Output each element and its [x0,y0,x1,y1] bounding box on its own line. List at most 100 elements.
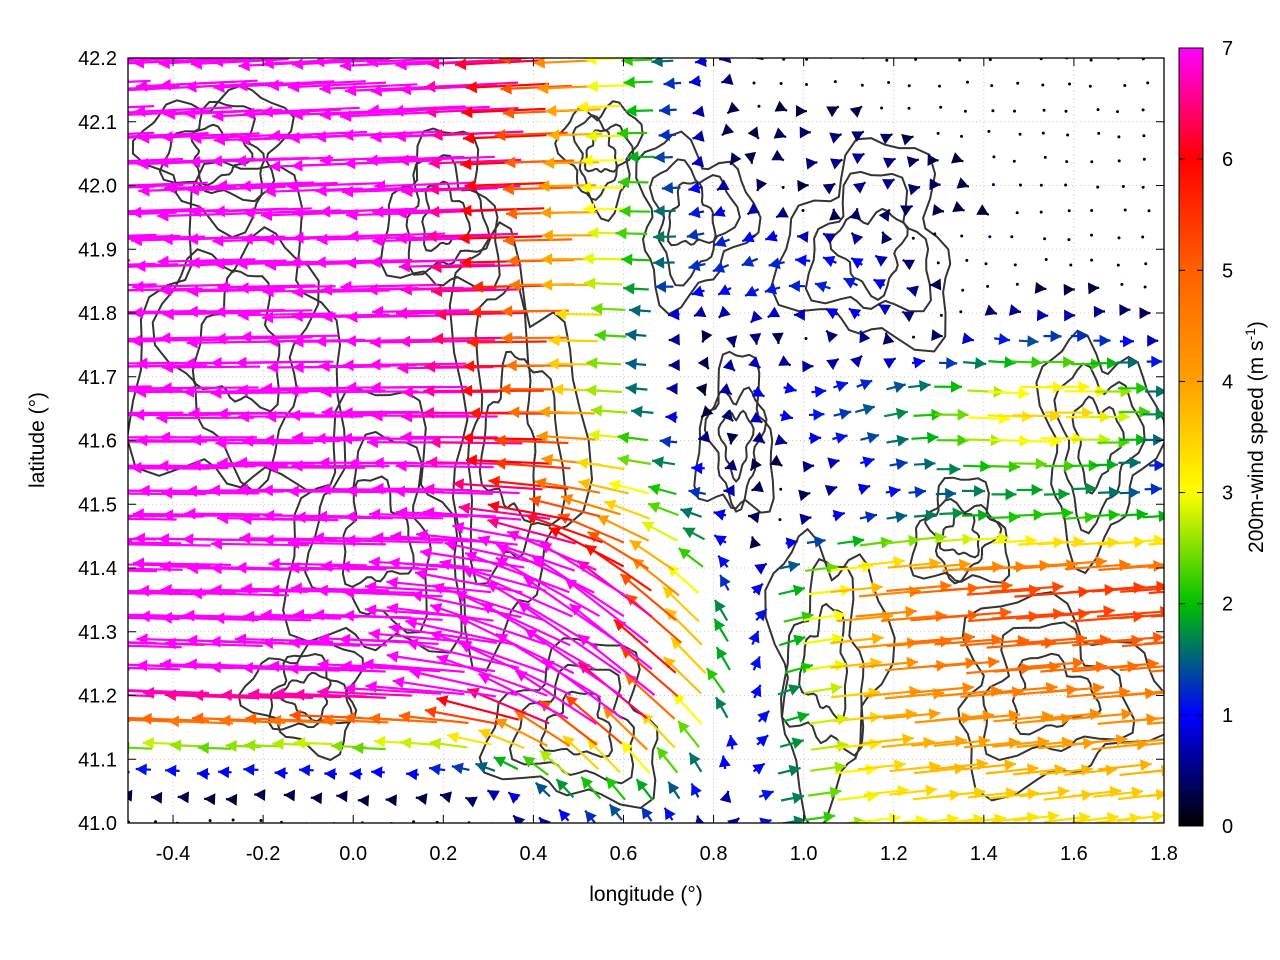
wind-vector-head [957,434,969,447]
wind-vector-head [826,330,838,343]
wind-vector [528,497,601,518]
wind-vector [804,337,808,340]
wind-vector-head [680,507,693,519]
wind-vector-head [691,285,704,297]
wind-vector-head [447,731,460,744]
wind-vector [187,185,286,192]
wind-vector-head [508,792,521,804]
wind-vector-head [465,551,478,563]
wind-vector-head [263,233,275,246]
wind-vector-head [502,183,514,196]
wind-vector-head [692,130,705,142]
wind-vector [128,385,152,388]
wind-vector-head [217,512,229,525]
wind-vector [464,181,548,187]
wind-vector-head [952,201,965,213]
wind-vector-head [478,673,491,685]
wind-vector-head [471,280,484,293]
wind-vector-head [851,258,864,269]
wind-vector-head [878,304,892,316]
wind-vector-head [239,532,251,545]
y-tick-label: 41.8 [78,303,117,325]
wind-vector [128,211,177,216]
wind-vector-head [321,283,333,296]
wind-vector-head [487,500,500,513]
wind-vector-head [237,309,249,321]
wind-vector-head [625,104,637,117]
wind-vector-head [342,359,354,372]
wind-vector-head [133,532,145,545]
wind-vector-head [315,510,327,523]
wind-vector-head [718,305,731,318]
wind-vector-head [236,257,248,270]
wind-vector-head [771,149,784,161]
wind-vector-head [292,335,304,348]
wind-vector-head [792,584,805,597]
wind-vector-head [213,134,226,146]
wind-vector-head [429,737,442,750]
wind-vector-head [1008,511,1020,524]
wind-vector-head [425,105,437,118]
wind-vector-head [291,286,303,299]
wind-vector-head [895,458,908,471]
wind-vector [961,288,965,292]
wind-vector-head [882,332,895,345]
wind-vector-head [771,332,784,344]
wind-vector-head [372,482,384,495]
wind-vector-head [751,480,764,493]
wind-vector-head [951,152,964,164]
wind-vector [1149,669,1164,673]
wind-vector [344,338,443,343]
wind-vector-head [748,356,761,369]
wind-vector [287,389,386,393]
wind-vector [965,258,969,262]
wind-vector-head [691,783,702,796]
wind-vector-head [341,407,353,419]
wind-vector-head [369,256,381,269]
wind-vector [128,541,182,545]
wind-vector [1123,738,1164,745]
wind-vector-head [158,58,170,70]
wind-vector [317,690,412,697]
wind-vector-head [785,537,798,550]
wind-vector [1123,690,1164,697]
wind-vector-head [540,206,552,219]
wind-vector-head [248,688,260,701]
wind-vector-head [243,207,255,219]
wind-vector-head [748,511,760,524]
wind-vector-head [756,735,769,747]
wind-vector-head [186,634,198,647]
wind-vector-head [832,509,845,522]
terrain-contour [583,129,618,174]
wind-vector-head [548,334,560,347]
wind-vector-head [192,689,204,702]
wind-vector [128,263,179,267]
wind-vector-head [210,356,222,369]
wind-vector-head [342,129,354,142]
wind-vector-head [401,386,413,399]
x-tick-label: 0.8 [700,843,728,865]
wind-vector [234,637,334,643]
wind-vector [986,641,1056,649]
wind-vector-head [992,561,1004,573]
wind-vector-head [366,436,378,449]
wind-vector [372,208,470,214]
wind-vector-head [133,557,145,570]
wind-vector-head [665,608,678,621]
wind-vector [1016,81,1020,85]
wind-vector-head [683,527,696,539]
wind-vector-head [432,332,444,345]
wind-vector-head [1136,433,1148,446]
wind-vector-head [261,382,273,395]
wind-vector-head [927,431,939,444]
wind-vector-head [768,257,781,270]
wind-vector-head [805,157,818,170]
wind-vector-head [392,104,404,117]
wind-vector-head [1052,581,1064,594]
wind-vector-head [929,278,942,291]
wind-vector-head [190,58,202,70]
wind-vector-head [244,739,256,752]
wind-vector-head [188,256,200,269]
wind-vector-head [668,781,680,795]
wind-vector-head [717,179,730,190]
